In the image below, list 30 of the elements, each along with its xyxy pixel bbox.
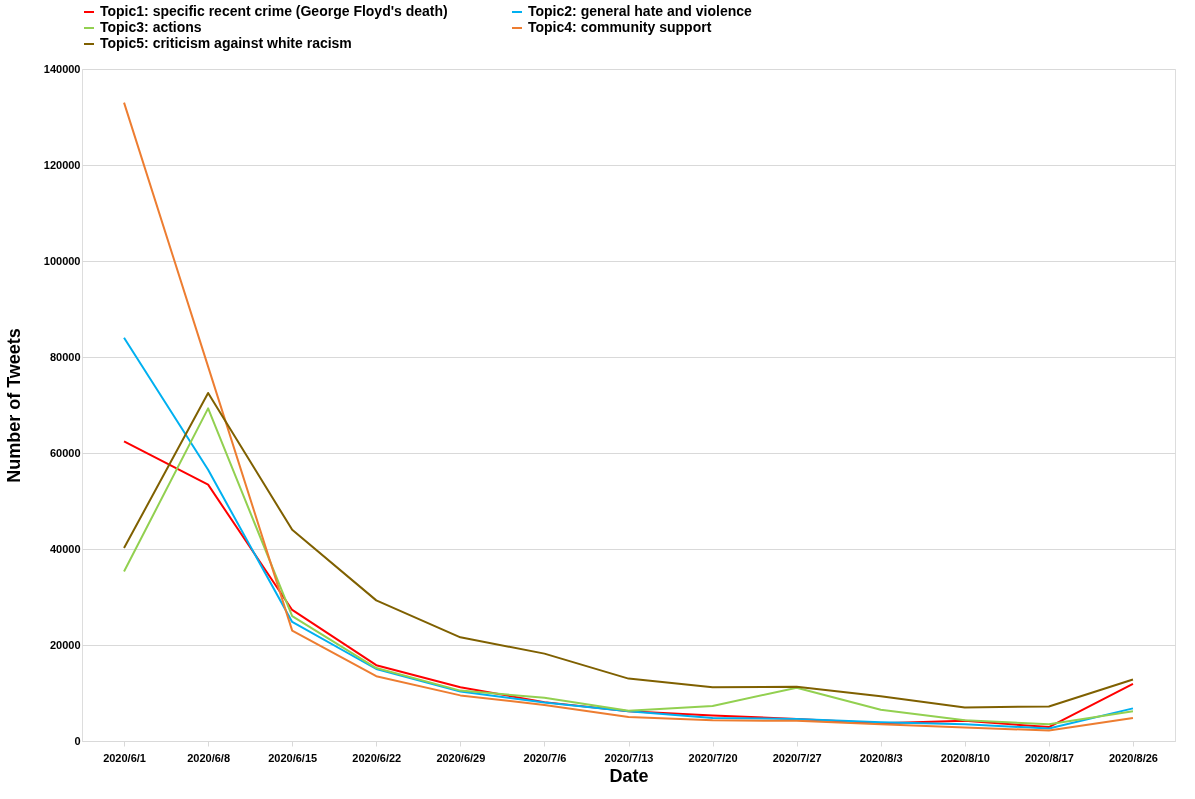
legend-label: Topic4: community support — [528, 19, 712, 35]
y-tick-label: 120000 — [43, 158, 81, 171]
legend-label: Topic5: criticism against white racism — [100, 35, 352, 51]
x-tick-label: 2020/6/29 — [436, 751, 486, 764]
x-tick-label: 2020/6/22 — [352, 751, 402, 764]
y-tick-label: 60000 — [49, 446, 81, 459]
y-tick-label: 0 — [74, 734, 81, 747]
x-tick-label: 2020/8/3 — [859, 751, 903, 764]
x-tick-label: 2020/6/8 — [187, 751, 231, 764]
x-tick-label: 2020/8/10 — [940, 751, 990, 764]
x-tick-label: 2020/7/20 — [688, 751, 738, 764]
x-tick-label: 2020/7/27 — [772, 751, 822, 764]
line-series — [123, 336, 1134, 730]
x-tick-label: 2020/7/6 — [523, 751, 567, 764]
y-tick-label: 100000 — [43, 254, 81, 267]
legend-label: Topic1: specific recent crime (George Floyd's death) — [100, 3, 448, 19]
legend-label: Topic3: actions — [100, 19, 202, 35]
y-tick-label: 80000 — [49, 350, 81, 363]
x-tick-label: 2020/8/17 — [1024, 751, 1074, 764]
line-series — [123, 101, 1134, 732]
y-tick-label: 20000 — [49, 638, 81, 651]
y-axis-title: Number of Tweets — [3, 328, 24, 483]
x-tick-label: 2020/6/1 — [103, 751, 146, 764]
x-axis-title: Date — [609, 765, 649, 786]
legend-label: Topic2: general hate and violence — [528, 3, 753, 19]
y-tick-label: 140000 — [43, 62, 81, 75]
x-tick-label: 2020/6/15 — [268, 751, 318, 764]
x-tick-label: 2020/8/26 — [1108, 751, 1158, 764]
y-tick-label: 40000 — [49, 542, 81, 555]
x-tick-label: 2020/7/13 — [604, 751, 654, 764]
